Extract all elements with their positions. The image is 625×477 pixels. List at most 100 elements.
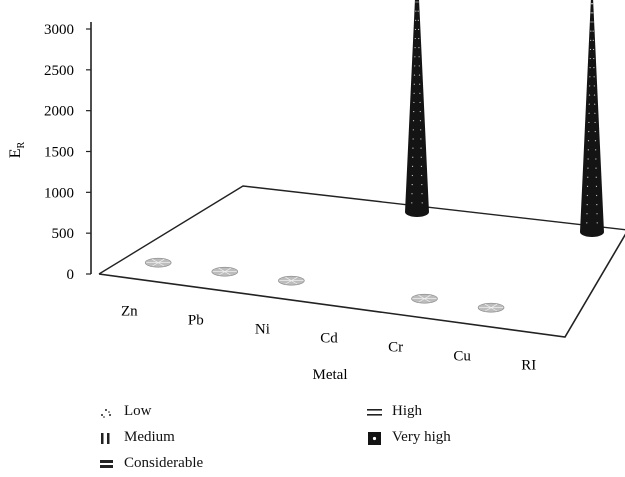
- disc-spoke: [152, 258, 159, 263]
- cone-dot: [414, 56, 416, 58]
- cone-dot: [412, 147, 414, 149]
- disc-spoke: [490, 303, 498, 308]
- disc-spoke: [291, 276, 298, 281]
- cone-dot: [588, 130, 590, 133]
- cone-cd: [405, 0, 429, 217]
- cone-dot: [595, 167, 597, 169]
- cone-dot: [413, 110, 415, 113]
- legend-label-high: High: [392, 403, 422, 419]
- cone-dot: [590, 12, 592, 14]
- cone-dot: [586, 222, 588, 224]
- cone-dot: [588, 103, 590, 105]
- y-tick-label: 1500: [44, 145, 74, 161]
- cone-dot: [415, 19, 417, 21]
- legend-item-low: Low: [98, 403, 152, 420]
- cone-dot: [590, 3, 593, 5]
- cone-dot: [590, 21, 592, 23]
- cone-dot: [592, 12, 594, 14]
- disc-pb: [211, 266, 239, 277]
- cone-dot: [587, 176, 589, 178]
- x-axis-label: Metal: [313, 367, 348, 383]
- cone-dot: [586, 213, 588, 215]
- cone-dot: [418, 65, 420, 67]
- cone-dot: [414, 47, 416, 49]
- high-pattern-icon: [366, 404, 382, 420]
- cone-dot: [421, 193, 423, 195]
- cone-dot: [417, 19, 419, 21]
- disc-spoke: [424, 298, 431, 303]
- cone-dot: [587, 140, 590, 142]
- cone-dot: [414, 28, 417, 31]
- cone-dot: [587, 149, 589, 151]
- cone-dot: [420, 138, 422, 140]
- cone-dot: [414, 37, 416, 40]
- cone-dot: [588, 94, 591, 96]
- cone-dot: [587, 167, 589, 169]
- cone-dot: [594, 112, 596, 114]
- cone-dot: [590, 39, 592, 41]
- x-tick-label: Cu: [453, 349, 471, 365]
- legend-item-considerable: Considerable: [98, 455, 203, 472]
- disc-spoke: [484, 303, 492, 308]
- y-axis-ticks: 0 500 1000 1500 2000 2500 3000: [44, 22, 91, 283]
- y-axis-label-main: E: [7, 148, 24, 158]
- very-high-pattern-icon: [366, 430, 382, 446]
- cone-dot: [594, 121, 596, 124]
- cone-dot: [593, 85, 595, 87]
- disc-spoke: [418, 298, 425, 303]
- cone-dot: [589, 57, 591, 60]
- disc-cr: [411, 293, 438, 304]
- legend-item-medium: Medium: [98, 429, 175, 446]
- cone-dot: [592, 39, 594, 41]
- y-tick-label: 0: [67, 267, 75, 283]
- cone-dot: [596, 213, 598, 215]
- cone-dot: [413, 92, 415, 94]
- y-tick-label: 1000: [44, 185, 74, 201]
- disc-spoke: [291, 280, 298, 285]
- cone-dot: [417, 10, 419, 12]
- cone-dot: [419, 92, 421, 94]
- cone-dot: [593, 94, 596, 96]
- cone-dot: [415, 1, 417, 3]
- cone-dot: [413, 74, 416, 76]
- cone-dot: [589, 85, 591, 87]
- cone-dot: [418, 74, 421, 76]
- cone-dot: [594, 130, 596, 133]
- disc-spoke: [424, 294, 431, 299]
- disc-spoke: [218, 267, 225, 272]
- x-tick-label: Ni: [255, 322, 270, 338]
- x-tick-label: Cd: [320, 331, 338, 347]
- cone-dot: [592, 21, 594, 23]
- cone-body: [580, 0, 604, 237]
- y-tick-label: 3000: [44, 22, 74, 38]
- legend-label-considerable: Considerable: [124, 455, 204, 471]
- cone-dot: [418, 37, 420, 40]
- legend-item-high: High: [366, 403, 422, 420]
- cone-dot: [421, 202, 423, 204]
- cone-dot: [589, 76, 591, 78]
- low-pattern-icon: [98, 404, 114, 420]
- cone-dot: [589, 48, 592, 51]
- cone-dot: [592, 48, 595, 51]
- disc-spoke: [158, 262, 165, 267]
- legend-label-medium: Medium: [124, 429, 175, 445]
- disc-ni: [278, 275, 305, 286]
- cone-dot: [586, 185, 589, 187]
- cone-dot: [594, 103, 596, 105]
- y-tick-label: 500: [52, 226, 75, 242]
- cone-dot: [419, 83, 421, 85]
- cone-dot: [420, 129, 422, 131]
- x-tick-label: Pb: [188, 313, 204, 329]
- cone-dot: [411, 184, 413, 186]
- cone-ri: [580, 0, 604, 237]
- disc-cu: [477, 302, 505, 313]
- disc-spoke: [152, 262, 159, 267]
- cone-dot: [593, 57, 595, 60]
- x-tick-label: Cr: [388, 340, 403, 356]
- y-axis-label: ER: [7, 141, 27, 158]
- cone-dot: [420, 165, 423, 167]
- cone-dot: [412, 129, 414, 131]
- cone-dot: [413, 101, 415, 104]
- legend-label-low: Low: [124, 403, 152, 419]
